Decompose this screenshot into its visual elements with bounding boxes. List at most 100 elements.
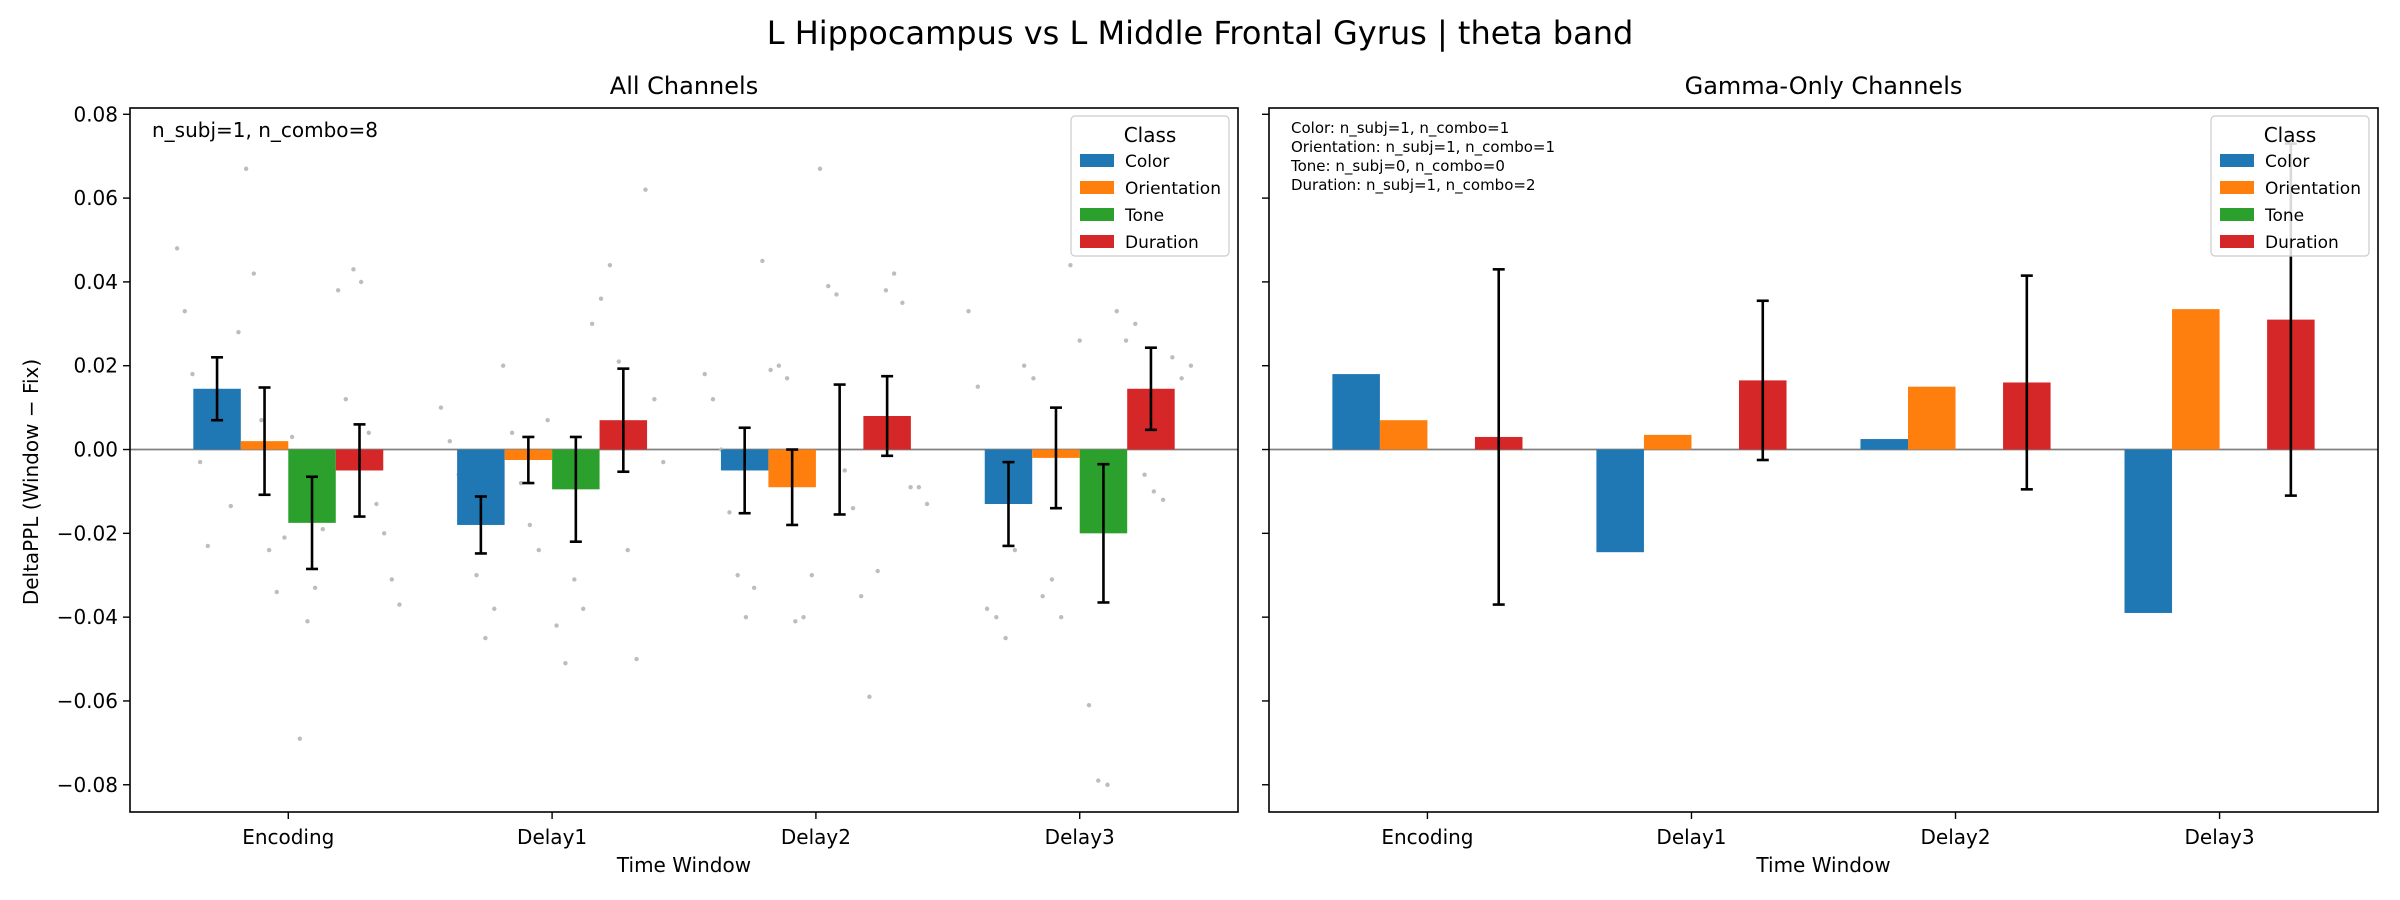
annotation-line: Duration: n_subj=1, n_combo=2 xyxy=(1291,176,1536,195)
legend-label: Color xyxy=(1125,152,1169,172)
scatter-point xyxy=(743,614,749,620)
axes-frame xyxy=(1268,107,2379,813)
error-bar xyxy=(353,423,366,518)
scatter-point xyxy=(1058,614,1064,620)
scatter-point xyxy=(205,543,210,549)
scatter-point xyxy=(984,606,990,611)
legend-swatch xyxy=(2220,154,2254,167)
error-bar xyxy=(522,435,535,485)
scatter-point xyxy=(554,623,559,628)
scatter-point xyxy=(1142,472,1147,477)
scatter-point xyxy=(1031,376,1036,381)
scatter-point xyxy=(335,288,341,293)
scatter-point xyxy=(581,606,586,611)
annotation-line: Orientation: n_subj=1, n_combo=1 xyxy=(1291,138,1555,157)
scatter-point xyxy=(389,577,394,582)
bar-orientation xyxy=(1643,434,1692,450)
scatter-point xyxy=(305,619,310,624)
scatter-point xyxy=(826,283,831,289)
legend-label: Tone xyxy=(2264,206,2304,226)
scatter-point xyxy=(1114,309,1119,314)
scatter-point xyxy=(768,367,773,373)
scatter-point xyxy=(760,258,765,264)
scatter-point xyxy=(381,531,387,536)
error-bar xyxy=(474,495,487,555)
scatter-point xyxy=(351,267,356,272)
legend-item: Color xyxy=(2220,152,2309,172)
scatter-point xyxy=(643,187,648,192)
scatter-point xyxy=(1151,489,1157,494)
scatter-point xyxy=(1188,363,1194,368)
x-tick-label: Delay3 xyxy=(2185,825,2255,849)
bar-color xyxy=(2124,449,2173,613)
scatter-point xyxy=(1170,355,1175,360)
x-tick-label: Delay3 xyxy=(1045,825,1115,849)
y-axis-label: DeltaPPL (Window − Fix) xyxy=(19,359,43,605)
scatter-point xyxy=(228,503,233,509)
scatter-point xyxy=(834,292,839,297)
legend-swatch xyxy=(1080,235,1114,248)
y-tick-label: −0.06 xyxy=(57,689,118,713)
scatter-point xyxy=(182,309,187,314)
bar-orientation xyxy=(1907,386,1956,450)
y-tick-label: 0.00 xyxy=(73,438,118,462)
scatter-point xyxy=(527,522,533,528)
scatter-point xyxy=(809,573,814,578)
y-tick-label: 0.08 xyxy=(73,102,118,126)
scatter-point xyxy=(320,526,325,532)
scatter-point xyxy=(438,405,444,410)
scatter-point xyxy=(1077,338,1082,343)
scatter-point xyxy=(1049,577,1055,582)
x-tick-label: Delay1 xyxy=(517,825,587,849)
y-tick-label: −0.02 xyxy=(57,521,118,545)
panel-title: Gamma-Only Channels xyxy=(1685,72,1963,100)
bar-orientation xyxy=(1379,420,1428,450)
legend-item: Duration xyxy=(2220,233,2339,253)
scatter-point xyxy=(312,585,318,591)
scatter-point xyxy=(793,619,798,624)
scatter-point xyxy=(197,459,203,465)
scatter-point xyxy=(483,635,488,641)
scatter-point xyxy=(625,547,630,553)
scatter-point xyxy=(867,694,872,699)
y-tick-label: −0.08 xyxy=(57,773,118,797)
scatter-point xyxy=(174,246,180,251)
error-bar xyxy=(1492,268,1505,606)
scatter-point xyxy=(1123,338,1129,343)
scatter-point xyxy=(545,417,550,423)
axes-frame xyxy=(129,107,1239,813)
scatter-point xyxy=(297,736,302,741)
scatter-point xyxy=(916,485,922,490)
error-bar xyxy=(1097,462,1110,604)
legend-label: Color xyxy=(2265,152,2309,172)
bar-orientation xyxy=(2172,309,2220,450)
error-bar xyxy=(881,374,894,458)
y-tick-label: 0.04 xyxy=(73,270,118,294)
annotation-line: Color: n_subj=1, n_combo=1 xyxy=(1291,119,1509,138)
scatter-point xyxy=(492,606,497,611)
x-tick-label: Delay2 xyxy=(781,825,851,849)
error-bar xyxy=(569,435,582,544)
scatter-point xyxy=(652,397,657,402)
scatter-point xyxy=(875,568,880,574)
x-axis-label: Time Window xyxy=(1755,853,1890,877)
error-bar xyxy=(1049,406,1062,510)
scatter-point xyxy=(374,501,379,507)
scatter-point xyxy=(1086,702,1092,708)
scatter-point xyxy=(735,573,740,578)
scatter-point xyxy=(397,602,402,607)
annotation-line: Tone: n_subj=0, n_combo=0 xyxy=(1290,157,1505,176)
y-tick-label: 0.06 xyxy=(73,186,118,210)
legend-item: Orientation xyxy=(1080,179,1221,199)
scatter-point xyxy=(259,417,264,423)
legend-swatch xyxy=(2220,208,2254,221)
scatter-point xyxy=(358,279,364,285)
scatter-point xyxy=(710,397,716,402)
scatter-point xyxy=(190,371,195,377)
legend-title: Class xyxy=(1124,123,1177,147)
scatter-point xyxy=(289,434,295,440)
scatter-point xyxy=(236,329,241,335)
scatter-point xyxy=(251,271,256,276)
scatter-point xyxy=(727,510,732,515)
legend-item: Orientation xyxy=(2220,179,2361,199)
